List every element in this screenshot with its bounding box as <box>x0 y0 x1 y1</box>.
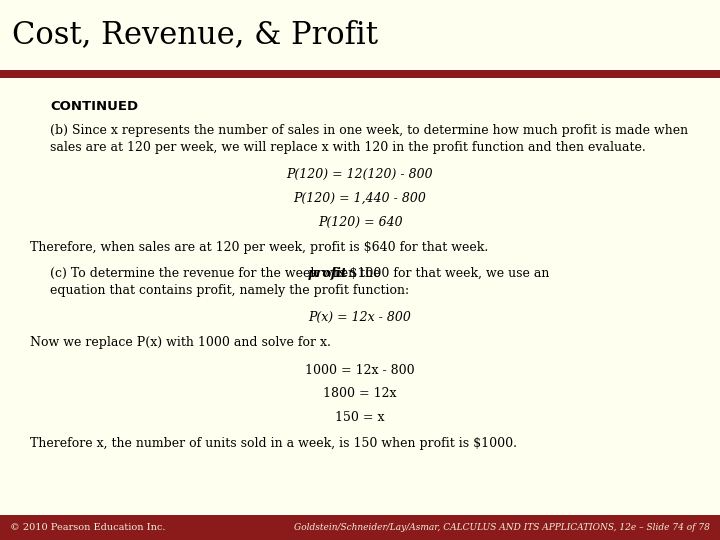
Text: Now we replace P(x) with 1000 and solve for x.: Now we replace P(x) with 1000 and solve … <box>30 336 331 349</box>
Text: Cost, Revenue, & Profit: Cost, Revenue, & Profit <box>12 19 378 51</box>
Text: 1800 = 12x: 1800 = 12x <box>323 387 397 400</box>
Bar <box>0 70 720 78</box>
Bar <box>0 515 720 540</box>
Text: © 2010 Pearson Education Inc.: © 2010 Pearson Education Inc. <box>10 523 166 532</box>
Text: sales are at 120 per week, we will replace x with 120 in the profit function and: sales are at 120 per week, we will repla… <box>50 141 646 154</box>
Text: 1000 = 12x - 800: 1000 = 12x - 800 <box>305 363 415 376</box>
Text: P(x) = 12x - 800: P(x) = 12x - 800 <box>309 311 411 324</box>
Text: 150 = x: 150 = x <box>336 411 384 424</box>
Text: Therefore x, the number of units sold in a week, is 150 when profit is $1000.: Therefore x, the number of units sold in… <box>30 437 517 450</box>
Text: CONTINUED: CONTINUED <box>50 100 138 113</box>
Text: Goldstein/Schneider/Lay/Asmar, CALCULUS AND ITS APPLICATIONS, 12e – Slide 74 of : Goldstein/Schneider/Lay/Asmar, CALCULUS … <box>294 523 710 532</box>
Text: equation that contains profit, namely the profit function:: equation that contains profit, namely th… <box>50 284 409 296</box>
Text: (c) To determine the revenue for the week when the: (c) To determine the revenue for the wee… <box>50 267 384 280</box>
Text: (b) Since x represents the number of sales in one week, to determine how much pr: (b) Since x represents the number of sal… <box>50 124 688 137</box>
Text: P(120) = 1,440 - 800: P(120) = 1,440 - 800 <box>294 192 426 205</box>
Text: profit: profit <box>307 267 347 280</box>
Text: Therefore, when sales are at 120 per week, profit is $640 for that week.: Therefore, when sales are at 120 per wee… <box>30 241 488 254</box>
Text: P(120) = 640: P(120) = 640 <box>318 215 402 228</box>
Text: is $1000 for that week, we use an: is $1000 for that week, we use an <box>331 267 549 280</box>
Bar <box>0 0 720 70</box>
Text: P(120) = 12(120) - 800: P(120) = 12(120) - 800 <box>287 168 433 181</box>
